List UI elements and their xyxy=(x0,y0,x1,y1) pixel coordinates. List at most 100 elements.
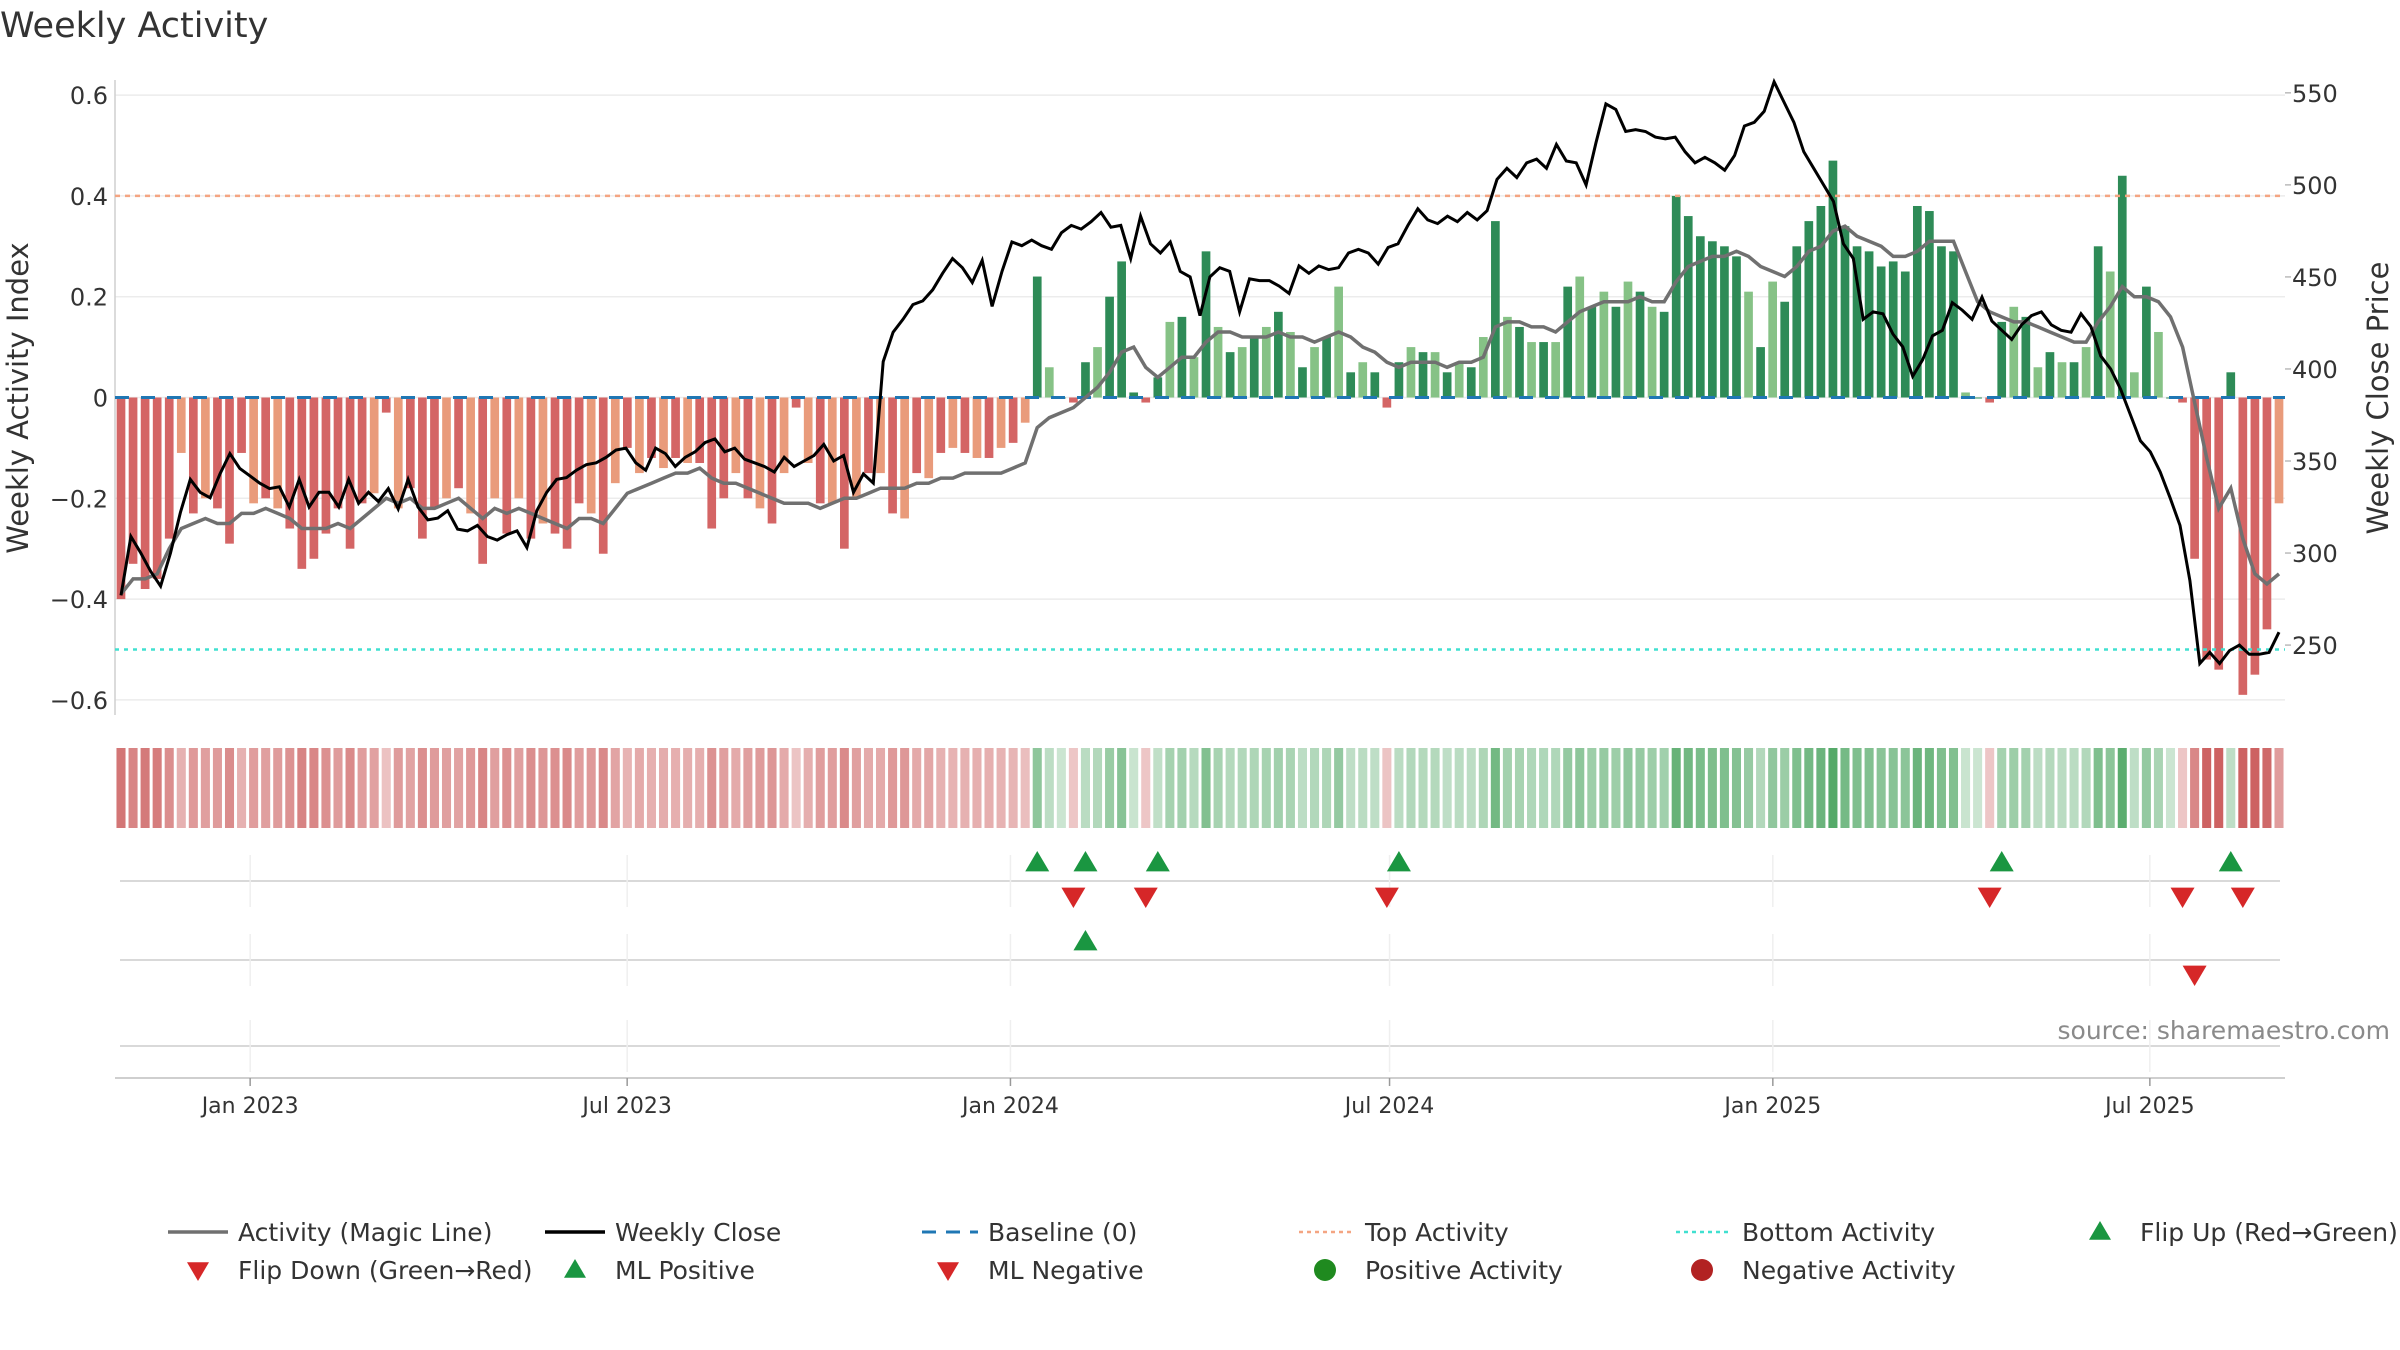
strip-cell xyxy=(1490,748,1500,828)
strip-cell xyxy=(526,748,536,828)
activity-bar xyxy=(1816,205,1826,398)
strip-cell xyxy=(2153,748,2163,828)
activity-bar xyxy=(1912,205,1922,398)
activity-bar xyxy=(406,397,415,489)
strip-cell xyxy=(152,748,162,828)
strip-cell xyxy=(1334,748,1344,828)
activity-bar xyxy=(1249,337,1259,398)
activity-bar xyxy=(1454,362,1464,398)
activity-bar xyxy=(1575,276,1585,398)
strip-cell xyxy=(1430,748,1440,828)
activity-bar xyxy=(1153,377,1163,398)
strip-cell xyxy=(1804,748,1814,828)
strip-cell xyxy=(2226,748,2236,828)
strip-cell xyxy=(875,748,886,828)
flip-up-marker xyxy=(2218,851,2243,872)
strip-cell xyxy=(779,748,789,828)
strip-cell xyxy=(948,748,958,828)
activity-bar xyxy=(2250,397,2260,675)
strip-cell xyxy=(1527,748,1537,828)
activity-bar xyxy=(345,397,355,549)
activity-bar xyxy=(1780,301,1790,398)
strip-cell xyxy=(1756,748,1766,828)
strip-cell xyxy=(1973,748,1983,828)
activity-bar xyxy=(1141,397,1151,403)
legend-swatch xyxy=(564,1259,586,1278)
y2-axis-title: Weekly Close Price xyxy=(2361,262,2395,535)
strip-cell xyxy=(1551,748,1561,828)
strip-cell xyxy=(128,748,138,828)
legend-item: Flip Down (Green→Red) xyxy=(187,1256,533,1285)
activity-bar xyxy=(912,397,922,474)
activity-bar xyxy=(1864,251,1874,398)
strip-cell xyxy=(1358,748,1368,828)
y2-tick-label: 300 xyxy=(2292,540,2338,568)
activity-bar xyxy=(1225,352,1235,398)
strip-cell xyxy=(1201,748,1211,828)
activity-bar xyxy=(1985,397,1994,403)
activity-bar xyxy=(2214,397,2224,670)
strip-cell xyxy=(1864,748,1874,828)
strip-cell xyxy=(417,748,427,828)
activity-bar xyxy=(1563,286,1573,398)
strip-cell xyxy=(851,748,861,828)
strip-cell xyxy=(1478,748,1488,828)
activity-bar xyxy=(1647,306,1657,398)
strip-cell xyxy=(1768,748,1778,828)
legend-label: Top Activity xyxy=(1364,1218,1509,1247)
strip-cell xyxy=(1816,748,1826,828)
activity-bar xyxy=(1129,392,1139,398)
activity-bar xyxy=(1635,291,1645,398)
y2-tick-label: 550 xyxy=(2292,80,2338,108)
activity-bar xyxy=(671,397,680,458)
activity-bar xyxy=(1478,337,1488,398)
strip-cell xyxy=(1346,748,1356,828)
strip-cell xyxy=(1129,748,1139,828)
strip-cell xyxy=(2178,748,2188,828)
strip-cell xyxy=(1382,748,1392,828)
activity-bar xyxy=(2069,362,2079,398)
strip-cell xyxy=(1635,748,1645,828)
legend-item: ML Negative xyxy=(937,1256,1144,1285)
strip-cell xyxy=(1719,748,1729,828)
activity-bar xyxy=(2009,306,2019,398)
flip-up-marker xyxy=(1386,851,1411,872)
activity-bar xyxy=(188,397,198,514)
strip-cell xyxy=(707,748,717,828)
flip-up-marker xyxy=(1073,851,1098,872)
strip-cell xyxy=(2238,748,2248,828)
strip-cell xyxy=(622,748,632,828)
strip-cell xyxy=(1370,748,1380,828)
strip-cell xyxy=(1502,748,1512,828)
strip-cell xyxy=(1659,748,1669,828)
activity-bar xyxy=(1310,347,1319,398)
y2-tick-label: 450 xyxy=(2292,264,2338,292)
y-tick-label: 0.4 xyxy=(70,183,108,211)
strip-cell xyxy=(176,748,186,828)
strip-cell xyxy=(2165,748,2176,828)
activity-bar xyxy=(1611,306,1621,398)
strip-cell xyxy=(1213,748,1223,828)
strip-cell xyxy=(1707,748,1717,828)
strip-cell xyxy=(960,748,970,828)
strip-cell xyxy=(164,748,174,828)
activity-bar xyxy=(2202,397,2212,660)
activity-bar xyxy=(2262,397,2272,630)
activity-bar xyxy=(1261,326,1271,398)
flip-down-marker xyxy=(2230,887,2255,908)
x-tick-label: Jul 2023 xyxy=(580,1094,672,1119)
strip-cell xyxy=(1406,748,1416,828)
strip-cell xyxy=(369,748,379,828)
activity-bar xyxy=(1358,362,1368,398)
activity-bar xyxy=(743,397,753,499)
strip-cell xyxy=(1563,748,1573,828)
y-tick-label: −0.2 xyxy=(50,485,108,513)
strip-cell xyxy=(1744,748,1754,828)
y-tick-label: 0 xyxy=(93,385,108,413)
activity-bar xyxy=(1949,251,1958,398)
strip-cell xyxy=(2069,748,2079,828)
strip-cell xyxy=(1961,748,1971,828)
strip-cell xyxy=(2117,748,2127,828)
activity-bar xyxy=(225,397,234,544)
